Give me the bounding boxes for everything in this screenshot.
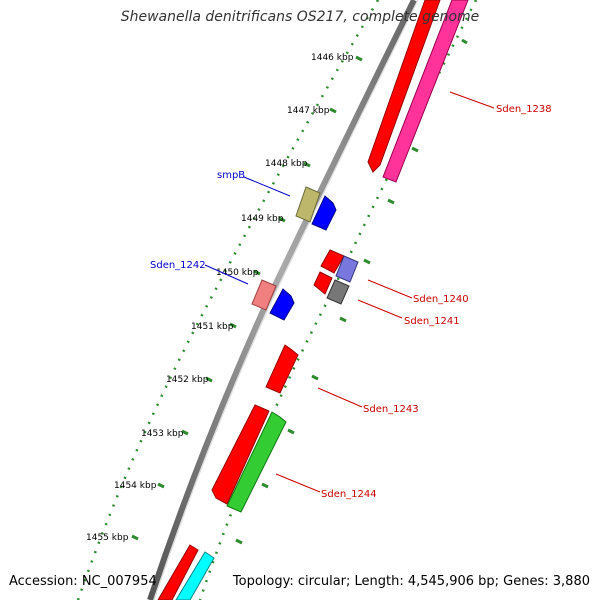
tick-mark (253, 269, 261, 276)
leader-sden-1238 (449, 91, 495, 109)
map-title: Shewanella denitrificans OS217, complete… (120, 9, 480, 25)
tick-mark (387, 198, 395, 205)
label-sden-1238[interactable]: Sden_1238 (496, 104, 552, 115)
tick-mark (303, 161, 311, 168)
tick-mark (131, 534, 139, 541)
tick-mark (355, 55, 363, 62)
cds-bottom-red[interactable] (157, 544, 199, 600)
tick-label-1454: 1454 kbp (114, 481, 157, 491)
label-smpb[interactable]: smpB (217, 170, 245, 181)
leader-sden-1243 (317, 387, 363, 408)
tick-label-1453: 1453 kbp (141, 429, 184, 439)
tick-mark (339, 316, 347, 323)
tick-mark (311, 374, 319, 381)
ruler-ring (76, 0, 380, 600)
leader-sden-1244 (275, 473, 321, 493)
cds-sden-1240-red-2[interactable] (313, 271, 333, 295)
tick-mark (461, 38, 468, 45)
tick-label-1446: 1446 kbp (311, 53, 354, 63)
label-sden-1242[interactable]: Sden_1242 (150, 260, 206, 271)
outer-ticks (235, 38, 468, 545)
cds-sden-1244-green[interactable] (226, 411, 287, 513)
tick-mark (205, 376, 213, 383)
label-sden-1243[interactable]: Sden_1243 (363, 404, 419, 415)
cds-sden-1240-red[interactable] (320, 249, 345, 274)
tick-label-1452: 1452 kbp (166, 375, 209, 385)
cds-sden-1238-pink[interactable] (382, 0, 469, 183)
tick-mark (411, 146, 419, 153)
tick-label-1449: 1449 kbp (241, 214, 284, 224)
tick-label-1447: 1447 kbp (287, 106, 330, 116)
tick-label-1451: 1451 kbp (191, 322, 234, 332)
cds-sden-1241-gray[interactable] (326, 279, 350, 305)
tick-mark (287, 428, 295, 435)
tick-mark (261, 482, 269, 489)
label-sden-1240[interactable]: Sden_1240 (413, 294, 469, 305)
tick-label-1448: 1448 kbp (265, 159, 308, 169)
label-sden-1241[interactable]: Sden_1241 (404, 316, 460, 327)
cds-smpb-blue[interactable] (311, 195, 337, 231)
tick-mark (229, 322, 237, 329)
leader-sden-1241 (357, 299, 403, 319)
cds-bottom-cyan[interactable] (175, 551, 215, 600)
cds-sden-1238-red[interactable] (367, 0, 441, 173)
leader-smpb (243, 176, 291, 197)
tick-mark (181, 429, 189, 436)
accession-text: Accession: NC_007954 (9, 574, 157, 589)
leader-sden-1240 (367, 279, 413, 299)
cds-smpb-khaki[interactable] (295, 186, 321, 223)
tick-mark (363, 258, 371, 265)
tick-mark (329, 107, 337, 114)
leader-sden-1242 (204, 264, 249, 285)
cds-sden-1243-red[interactable] (265, 344, 299, 394)
cds-sden-1244-red[interactable] (211, 404, 270, 505)
cds-sden-1240-purple[interactable] (335, 255, 359, 283)
genome-summary-text: Topology: circular; Length: 4,545,906 bp… (232, 574, 590, 589)
cds-sden-1242-lightred[interactable] (251, 279, 277, 311)
tick-mark (278, 216, 286, 223)
tick-label-1455: 1455 kbp (86, 533, 129, 543)
tick-mark (235, 538, 243, 545)
cds-sden-1242-blue[interactable] (269, 288, 295, 321)
tick-label-1450: 1450 kbp (216, 268, 259, 278)
tick-mark (157, 482, 165, 489)
label-sden-1244[interactable]: Sden_1244 (321, 489, 377, 500)
ruler-ticks (131, 55, 363, 541)
backbone-highlight (153, 0, 419, 600)
